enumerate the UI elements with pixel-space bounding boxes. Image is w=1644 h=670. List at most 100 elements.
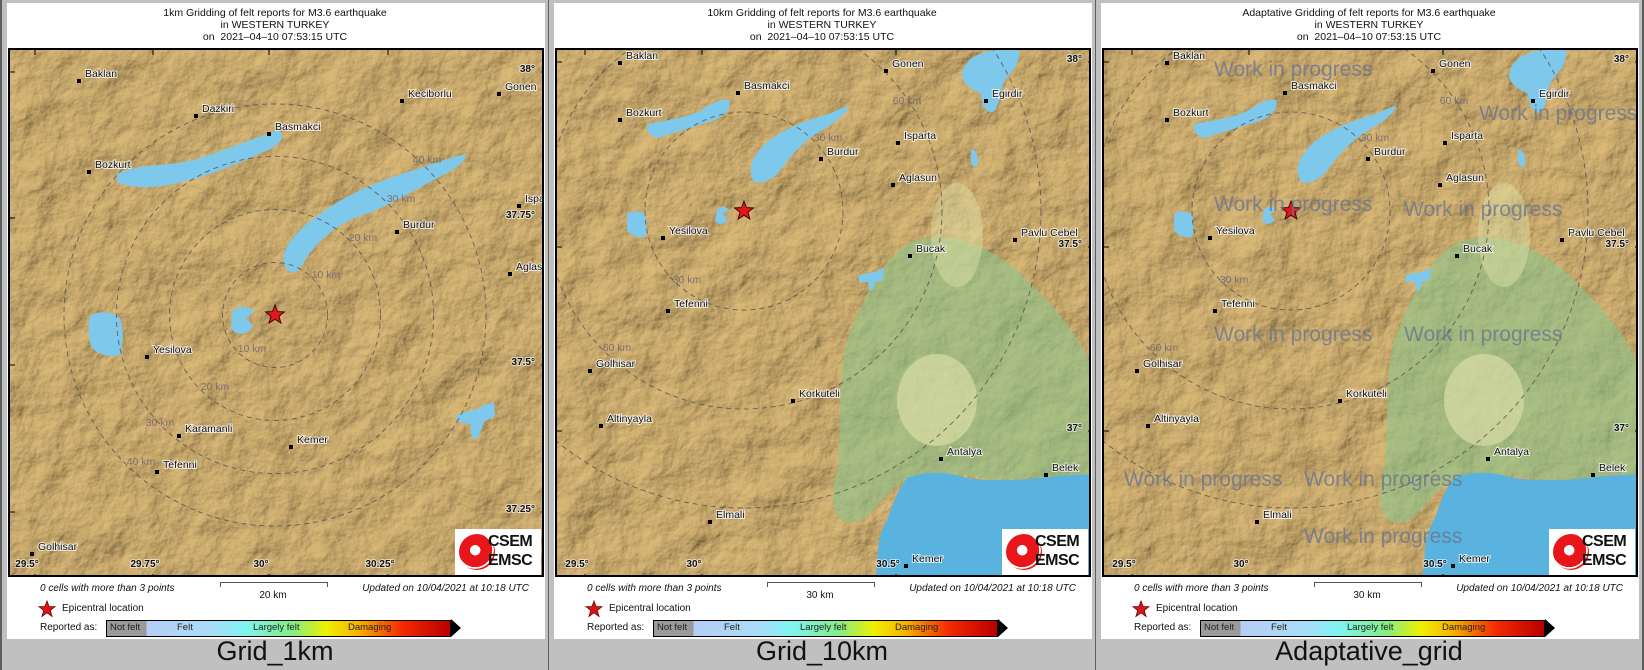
city-marker[interactable]: Baklan (1165, 50, 1206, 65)
city-marker[interactable]: Egirdir (984, 87, 1024, 103)
city-marker[interactable]: Yesilova (661, 224, 709, 240)
city-label: Egirdir (1539, 88, 1570, 100)
longitude-tick-label: 29.5° (15, 559, 38, 570)
city-label: Gonen (1439, 58, 1471, 70)
plain (897, 354, 977, 446)
city-marker[interactable]: Pavlu Cebel (1013, 226, 1079, 242)
city-marker[interactable]: Bucak (1455, 242, 1494, 258)
city-marker[interactable]: Gonen (497, 80, 538, 96)
city-label: Belek (1599, 462, 1626, 474)
city-marker[interactable]: Tefenni (666, 297, 709, 313)
city-marker[interactable]: Elmali (1255, 508, 1293, 524)
scale-bar (767, 582, 875, 587)
title-line: on 2021–04–10 07:53:15 UTC (1296, 31, 1442, 43)
city-marker[interactable]: Burdur (395, 218, 436, 234)
lake (231, 306, 254, 334)
epicenter-star-icon[interactable] (264, 303, 286, 325)
distance-label: 40 km (127, 456, 156, 468)
city-marker[interactable]: Basmakci (736, 79, 791, 95)
globe-icon (1553, 534, 1589, 570)
scale-label-largely-felt: Largely felt (800, 622, 847, 633)
city-marker[interactable]: Kemer (1451, 552, 1491, 568)
title-line: 1km Gridding of felt reports for M3.6 ea… (163, 7, 387, 19)
city-dot-icon (1255, 520, 1259, 524)
city-marker[interactable]: Golhisar (588, 357, 637, 373)
city-marker[interactable]: Belek (1044, 461, 1080, 477)
distance-circle (1104, 50, 1490, 410)
epicenter-star-icon[interactable] (1280, 199, 1302, 221)
city-dot-icon (618, 118, 622, 122)
scale-label-not-felt: Not felt (1204, 622, 1235, 633)
lake (1174, 211, 1194, 238)
city-marker[interactable]: Baklan (77, 67, 118, 83)
shaded-relief-map[interactable]: 30 km 30 km 60 km 60 km Baklan Basmakci Gonen E… (1102, 48, 1638, 577)
city-marker[interactable]: Baklan (618, 50, 659, 65)
city-marker[interactable]: Aglasun (1438, 171, 1485, 187)
shaded-relief-map[interactable]: 30 km 30 km 60 km 60 km Baklan Basmakci Gonen E… (555, 48, 1091, 577)
shaded-relief-map[interactable]: 10 km 10 km 20 km 20 km 30 km 30 km 40 km 40 km… (8, 48, 544, 577)
city-dot-icon (267, 132, 271, 136)
city-marker[interactable]: Kemer (289, 433, 329, 449)
city-marker[interactable]: Altinyayla (1146, 412, 1200, 428)
city-dot-icon (939, 457, 943, 461)
city-marker[interactable]: Bucak (908, 242, 947, 258)
city-marker[interactable]: Antalya (939, 445, 983, 461)
city-marker[interactable]: Yesilova (1208, 224, 1256, 240)
logo-text: EMSC (1582, 552, 1627, 569)
city-marker[interactable]: Korkuteli (791, 387, 841, 403)
city-dot-icon (289, 445, 293, 449)
city-marker[interactable]: Isparta (896, 129, 937, 145)
city-marker[interactable]: Pavlu Cebel (1560, 226, 1626, 242)
distance-label: 60 km (603, 342, 632, 354)
city-marker[interactable]: Tefenni (1213, 297, 1256, 313)
city-marker[interactable]: Aglasun (891, 171, 938, 187)
city-label: Aglasun (899, 172, 937, 184)
city-marker[interactable]: Yesilova (145, 343, 193, 359)
title-line: on 2021–04–10 07:53:15 UTC (202, 31, 348, 43)
city-marker[interactable]: Basmakci (267, 120, 322, 136)
city-marker[interactable]: Burdur (819, 145, 860, 161)
reported-as-label: Reported as: (587, 622, 645, 633)
city-marker[interactable]: Bozkurt (618, 106, 663, 122)
scale-bar-label: 30 km (806, 590, 834, 601)
city-label: Isparta (525, 193, 544, 205)
lake (283, 154, 466, 273)
distance-label: 20 km (349, 232, 378, 244)
city-marker[interactable]: Tefenni (155, 458, 198, 474)
epicenter-star-icon[interactable] (733, 199, 755, 221)
city-marker[interactable]: Bozkurt (87, 158, 132, 174)
city-marker[interactable]: Korkuteli (1338, 387, 1388, 403)
city-marker[interactable]: Basmakci (1283, 79, 1338, 95)
city-dot-icon (1213, 309, 1217, 313)
epicentral-location-label: Epicentral location (609, 603, 691, 614)
city-marker[interactable]: Burdur (1366, 145, 1407, 161)
city-marker[interactable]: Egirdir (1531, 87, 1571, 103)
city-label: Egirdir (992, 88, 1023, 100)
title-line: in WESTERN TURKEY (1314, 19, 1424, 31)
city-marker[interactable]: Dazkiri (194, 102, 235, 118)
city-marker[interactable]: Isparta (1443, 129, 1484, 145)
latitude-tick-label: 37.25° (506, 504, 535, 515)
city-marker[interactable]: Karamanli (177, 422, 233, 438)
city-marker[interactable]: Gonen (1431, 57, 1472, 73)
city-marker[interactable]: Golhisar (1135, 357, 1184, 373)
city-marker[interactable]: Gonen (884, 57, 925, 73)
city-marker[interactable]: Elmali (708, 508, 746, 524)
cells-count-note: 0 cells with more than 3 points (1134, 583, 1269, 594)
city-marker[interactable]: Bozkurt (1165, 106, 1210, 122)
city-marker[interactable]: Altinyayla (599, 412, 653, 428)
city-marker[interactable]: Belek (1591, 461, 1627, 477)
city-label: Dazkiri (202, 103, 234, 115)
lake (647, 99, 730, 138)
city-marker[interactable]: Antalya (1486, 445, 1530, 461)
scale-label-damaging: Damaging (1442, 622, 1486, 633)
city-marker[interactable]: Golhisar (30, 540, 79, 556)
city-marker[interactable]: Isparta (517, 192, 544, 208)
city-marker[interactable]: Aglasun (508, 260, 544, 276)
latitude-tick-label: 38° (1614, 54, 1629, 65)
city-marker[interactable]: Keciborlu (400, 87, 453, 103)
updated-timestamp: Updated on 10/04/2021 at 10:18 UTC (1456, 583, 1623, 594)
distance-circle (557, 50, 943, 410)
city-marker[interactable]: Kemer (904, 552, 944, 568)
title-line: 10km Gridding of felt reports for M3.6 e… (707, 7, 937, 19)
